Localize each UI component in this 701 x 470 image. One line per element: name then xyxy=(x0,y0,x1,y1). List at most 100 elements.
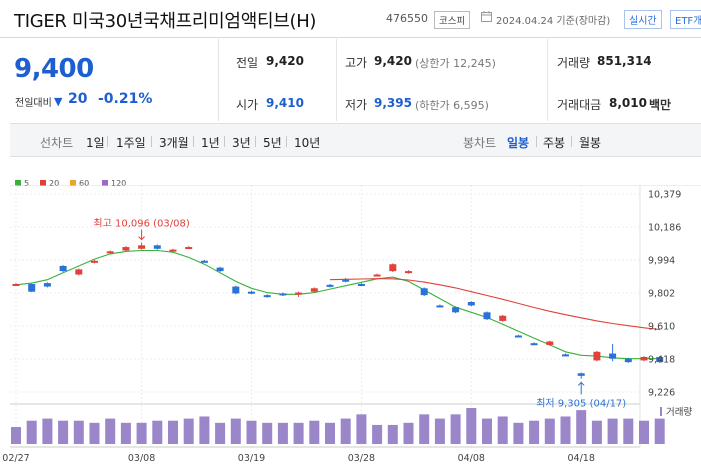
volume-legend-swatch xyxy=(660,407,662,416)
volume-bar xyxy=(105,418,116,444)
candle xyxy=(295,292,303,295)
period-3y[interactable]: 3년 xyxy=(232,136,251,150)
y-tick-label: 9,802 xyxy=(648,289,675,300)
candle xyxy=(310,288,318,292)
etf-overview-button[interactable]: ETF개요 xyxy=(670,10,701,29)
y-tick-label: 9,226 xyxy=(648,388,675,399)
period-3m[interactable]: 3개월 xyxy=(159,136,189,150)
volume-bar xyxy=(513,422,524,444)
period-bar: 선차트 1일 1주일 3개월 1년 3년 5년 10년 봉차트 일봉 주봉 월봉 xyxy=(10,123,701,157)
candle xyxy=(200,260,208,263)
date-basis: 2024.04.24 기준(장마감) xyxy=(496,16,611,27)
candle xyxy=(389,264,397,272)
candle xyxy=(106,251,114,254)
volume-bar xyxy=(560,416,571,444)
candle xyxy=(153,245,161,249)
legend-ma5: 5 xyxy=(15,179,29,188)
volume-bar xyxy=(168,420,178,444)
candle xyxy=(138,245,146,249)
period-1y[interactable]: 1년 xyxy=(201,136,220,150)
candle xyxy=(624,358,632,363)
candle xyxy=(91,260,98,263)
title-bar: TIGER 미국30년국채프리미엄액티브(H) 476550 코스피 2024.… xyxy=(0,0,701,38)
candle xyxy=(656,356,664,363)
prev-close-label: 전일 xyxy=(236,56,259,70)
change-value: 20 xyxy=(68,91,88,107)
period-10y[interactable]: 10년 xyxy=(294,136,321,150)
volume-bar xyxy=(309,420,320,444)
price-chart: 10,379 10,186 9,994 9,802 9,610 9,418 9,226 02/… xyxy=(2,185,701,465)
candle xyxy=(577,373,585,376)
low-value: 9,395 xyxy=(374,96,412,110)
period-1d[interactable]: 1일 xyxy=(86,136,105,150)
ma20-line xyxy=(329,278,660,331)
period-monthly[interactable]: 월봉 xyxy=(579,136,602,150)
x-tick-label: 04/08 xyxy=(458,453,485,464)
open-label: 시가 xyxy=(236,98,259,112)
volume-bar xyxy=(450,414,461,444)
period-1w[interactable]: 1주일 xyxy=(116,136,146,150)
volume-bar xyxy=(230,418,241,444)
price-summary: 9,400 전일대비 ▼ 20 -0.21% xyxy=(0,39,218,121)
candle xyxy=(562,354,569,357)
volume-bar xyxy=(183,418,194,444)
volume-bar xyxy=(387,424,398,444)
low-label: 저가 xyxy=(345,98,368,112)
current-price: 9,400 xyxy=(14,54,94,84)
chart-labels: 10,379 10,186 9,994 9,802 9,610 9,418 9,226 02/… xyxy=(2,190,692,465)
realtime-button[interactable]: 실시간 xyxy=(624,10,662,29)
y-tick-label: 10,379 xyxy=(648,190,681,201)
volume-bar xyxy=(26,420,37,444)
candle xyxy=(436,305,444,308)
volume-bar xyxy=(73,420,84,444)
volume-bar xyxy=(136,422,147,444)
candle xyxy=(467,302,475,306)
change-label: 전일대비 xyxy=(15,98,52,109)
y-tick-label: 9,994 xyxy=(648,256,675,267)
candle xyxy=(373,274,381,277)
quote-grid: 전일 9,420 고가 9,420 (상한가 12,245) 거래량 851,3… xyxy=(218,39,701,121)
candle xyxy=(593,351,601,361)
moving-average-lines xyxy=(15,249,660,360)
volume-bar xyxy=(246,420,257,444)
volume-bars xyxy=(11,408,665,444)
volume-bar xyxy=(356,414,367,444)
market-badge: 코스피 xyxy=(434,11,471,29)
candle xyxy=(43,283,51,287)
stock-name: TIGER 미국30년국채프리미엄액티브(H) xyxy=(14,11,317,32)
legend-ma20: 20 xyxy=(40,179,59,188)
candle xyxy=(263,295,271,298)
period-5y[interactable]: 5년 xyxy=(263,136,282,150)
candle-chart-label: 봉차트 xyxy=(463,136,497,150)
volume-bar xyxy=(120,422,131,444)
volume-bar xyxy=(482,418,492,444)
volume-bar xyxy=(215,422,226,444)
candle xyxy=(452,307,460,313)
period-daily[interactable]: 일봉 xyxy=(507,136,530,150)
volume-bar xyxy=(419,414,430,444)
period-weekly[interactable]: 주봉 xyxy=(543,136,566,150)
calendar-icon xyxy=(481,11,492,22)
volume-bar xyxy=(466,408,477,444)
candle xyxy=(640,356,648,361)
candle xyxy=(483,312,491,320)
volume-bar xyxy=(623,418,634,444)
volume-bar xyxy=(639,420,649,444)
high-value: 9,420 xyxy=(374,54,412,68)
upper-limit: (상한가 12,245) xyxy=(415,57,496,70)
volume-bar xyxy=(89,422,100,444)
legend-ma60: 60 xyxy=(70,179,89,188)
candle xyxy=(216,267,224,272)
amount-value: 8,010 xyxy=(609,96,647,110)
candle xyxy=(59,265,67,272)
volume-bar xyxy=(403,422,414,444)
candle xyxy=(279,293,287,296)
volume-bar xyxy=(497,416,508,444)
volume-bar xyxy=(607,418,618,444)
candle xyxy=(169,249,177,252)
candle xyxy=(546,341,554,345)
lower-limit: (하한가 6,595) xyxy=(415,99,489,112)
candle xyxy=(75,269,83,275)
x-tick-label: 02/27 xyxy=(2,453,29,464)
stock-code: 476550 xyxy=(386,12,428,25)
